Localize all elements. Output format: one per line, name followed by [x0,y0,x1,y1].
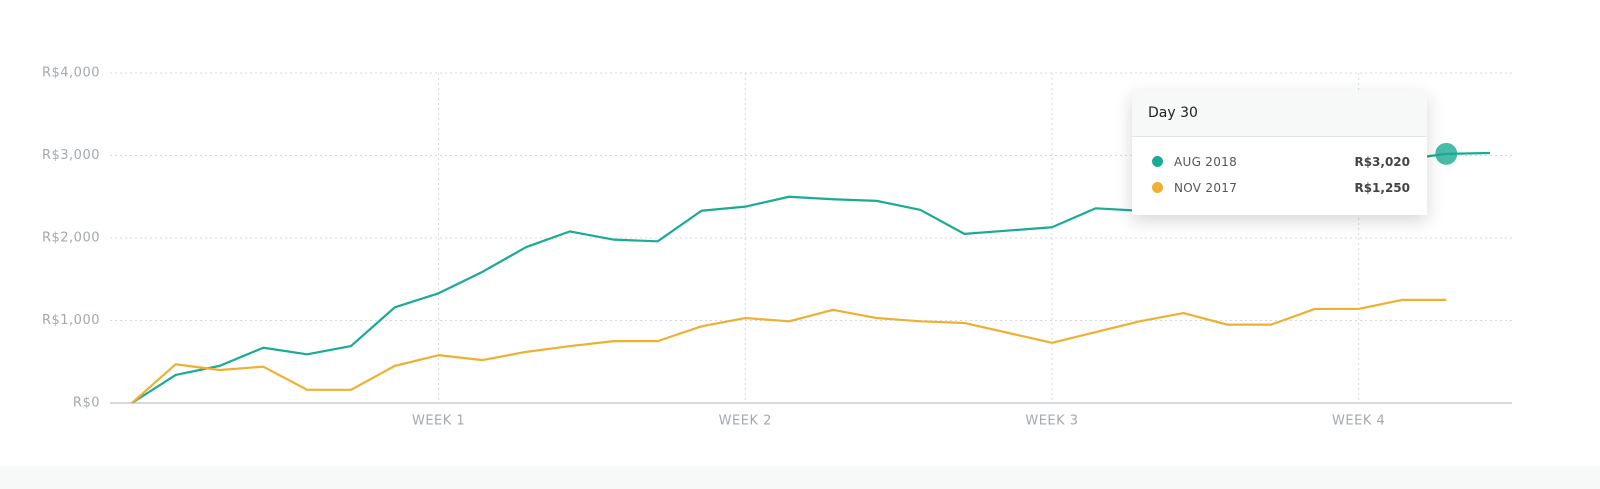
tooltip-title: Day 30 [1132,90,1427,137]
tooltip-value: R$3,020 [1354,155,1410,169]
x-tick-label: WEEK 2 [719,414,772,429]
tooltip-row: AUG 2018 R$3,020 [1132,149,1427,175]
highlight-point [1435,142,1458,165]
tooltip-row: NOV 2017 R$1,250 [1132,175,1427,201]
tooltip-series-name: AUG 2018 [1174,155,1238,169]
x-tick-label: WEEK 1 [412,414,465,429]
tooltip: Day 30 AUG 2018 R$3,020 NOV 2017 R$1,250 [1132,90,1427,215]
tooltip-dot [1152,156,1163,167]
y-tick-label: R$4,000 [42,66,100,81]
y-tick-label: R$1,000 [42,313,100,328]
x-tick-label: WEEK 4 [1332,414,1385,429]
footer-strip [0,466,1600,489]
tooltip-value: R$1,250 [1354,181,1410,195]
series-line [131,298,1447,404]
tooltip-series-name: NOV 2017 [1174,181,1238,195]
x-tick-label: WEEK 3 [1025,414,1078,429]
tooltip-dot [1152,182,1163,193]
y-tick-label: R$2,000 [42,231,100,246]
y-tick-label: R$0 [73,396,100,411]
y-tick-label: R$3,000 [42,148,100,163]
